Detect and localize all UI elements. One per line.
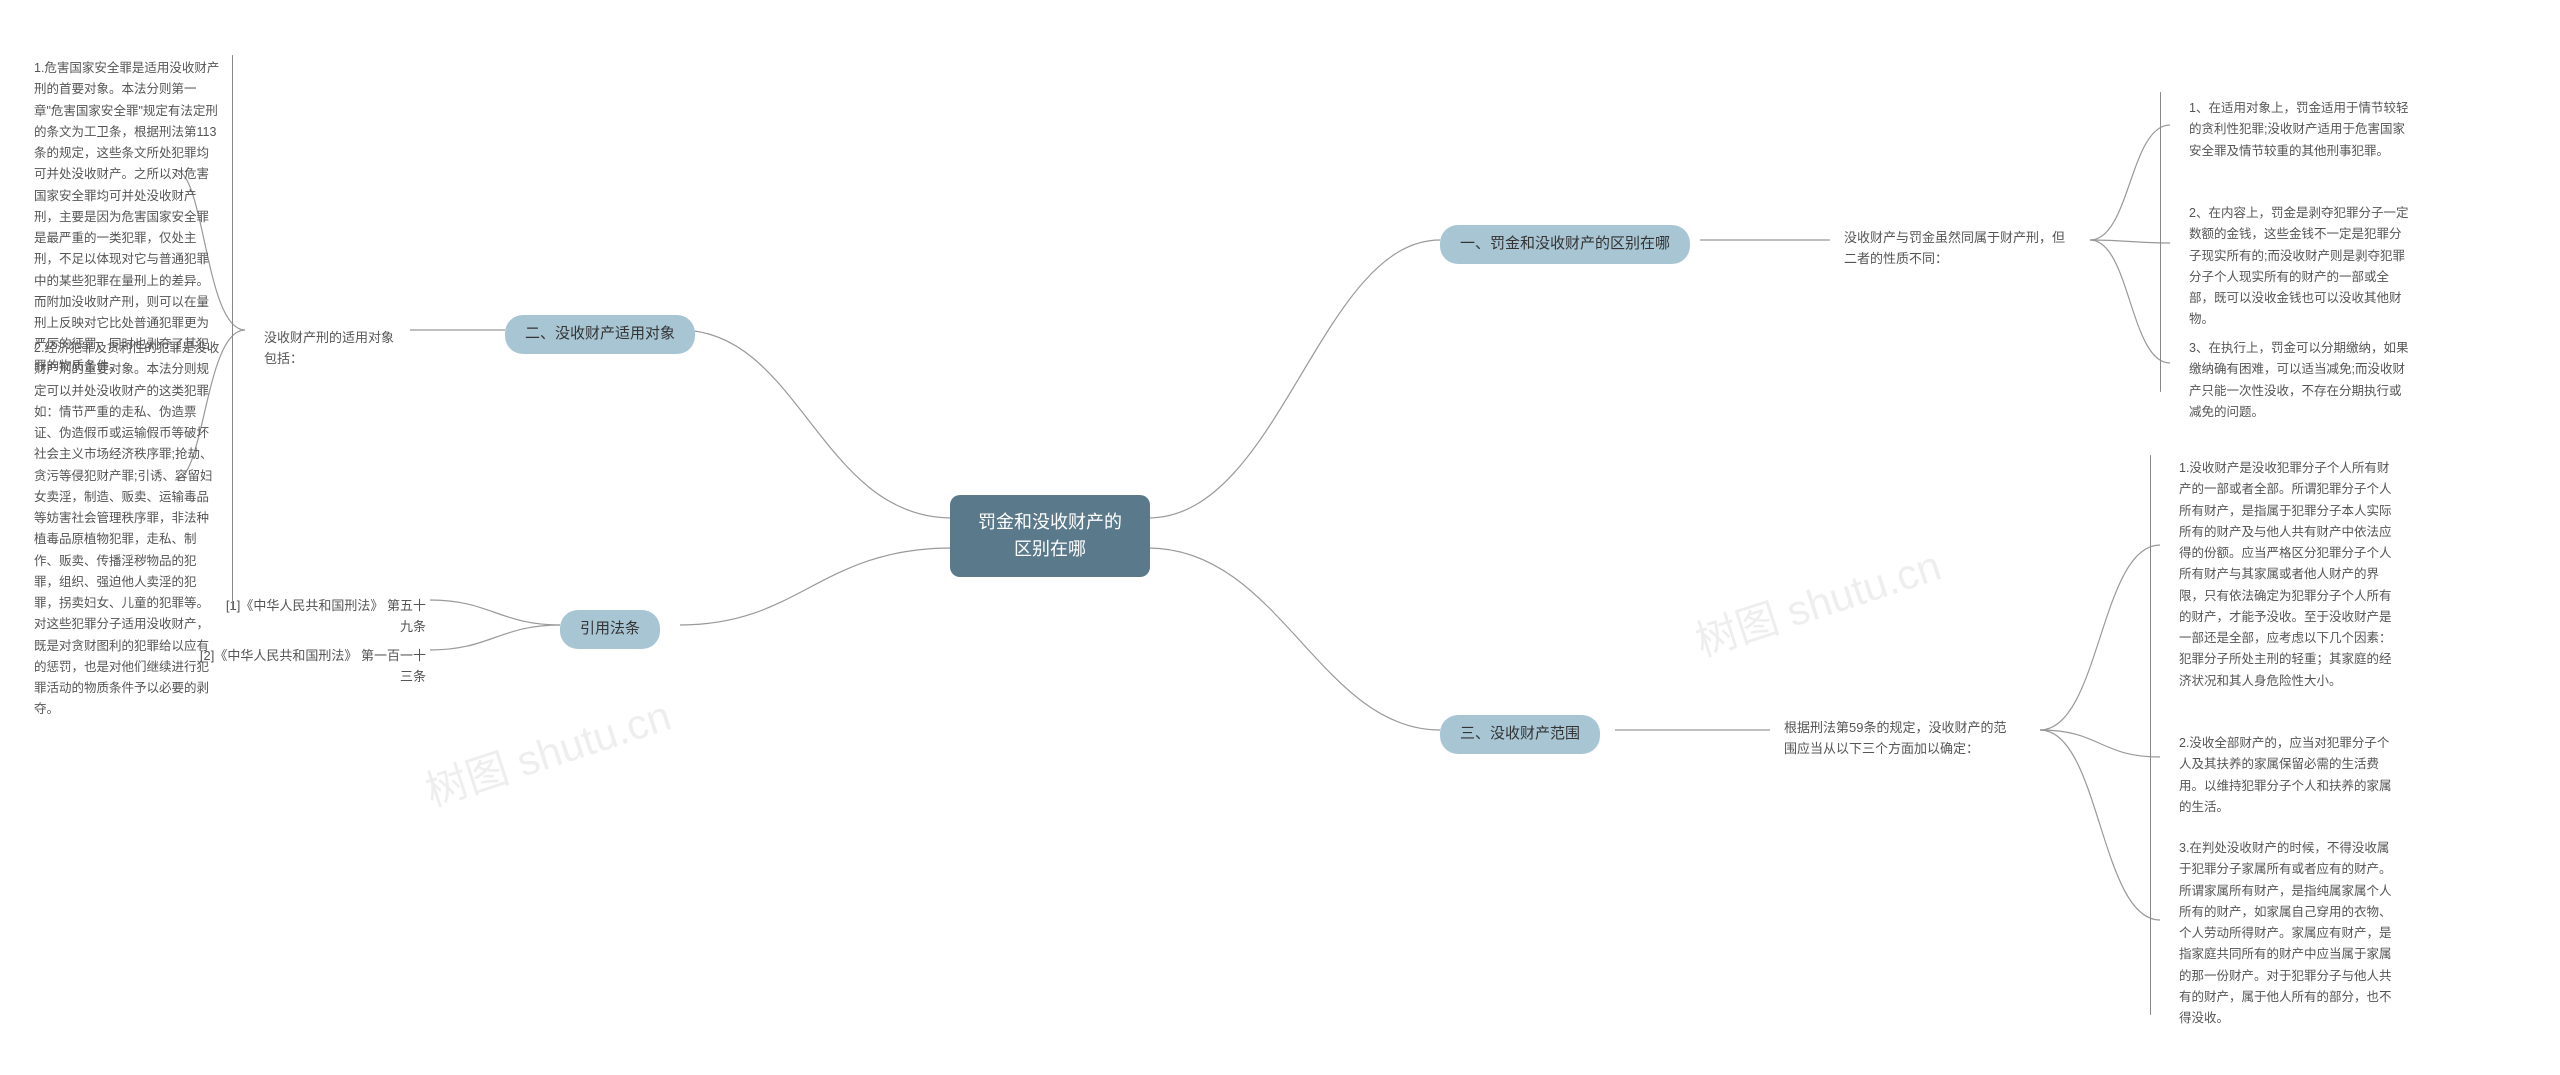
root-label: 罚金和没收财产的区别在哪 (978, 512, 1122, 559)
leaf-1c-text: 3、在执行上，罚金可以分期缴纳，如果缴纳确有困难，可以适当减免;而没收财产只能一… (2189, 341, 2408, 419)
branch-4: 引用法条 (560, 610, 660, 649)
leaf-3a-text: 1.没收财产是没收犯罪分子个人所有财产的一部或者全部。所谓犯罪分子个人所有财产，… (2179, 461, 2392, 688)
leaf-1b-text: 2、在内容上，罚金是剥夺犯罪分子一定数额的金钱，这些金钱不一定是犯罪分子现实所有… (2189, 206, 2408, 326)
leaf-3c: 3.在判处没收财产的时候，不得没收属于犯罪分子家属所有或者应有的财产。所谓家属所… (2165, 830, 2415, 1037)
leaf-3b: 2.没收全部财产的，应当对犯罪分子个人及其扶养的家属保留必需的生活费用。以维持犯… (2165, 725, 2415, 826)
sub-3-text: 根据刑法第59条的规定，没收财产的范围应当从以下三个方面加以确定： (1784, 720, 2006, 756)
sub-4a: [1]《中华人民共和国刑法》 第五十九条 (210, 588, 440, 646)
bracket-right-1 (2160, 92, 2161, 392)
sub-4b-text: [2]《中华人民共和国刑法》 第一百一十三条 (200, 648, 426, 684)
sub-4b: [2]《中华人民共和国刑法》 第一百一十三条 (185, 638, 440, 696)
sub-2: 没收财产刑的适用对象包括： (250, 320, 420, 378)
sub-4a-text: [1]《中华人民共和国刑法》 第五十九条 (226, 598, 426, 634)
leaf-2a-text: 1.危害国家安全罪是适用没收财产刑的首要对象。本法分则第一章"危害国家安全罪"规… (34, 61, 219, 373)
branch-4-label: 引用法条 (580, 620, 640, 637)
branch-2-label: 二、没收财产适用对象 (525, 325, 675, 342)
bracket-right-3 (2150, 455, 2151, 1015)
leaf-3b-text: 2.没收全部财产的，应当对犯罪分子个人及其扶养的家属保留必需的生活费用。以维持犯… (2179, 736, 2392, 814)
watermark-2: 树图 shutu.cn (1687, 532, 1948, 669)
bracket-left-2 (232, 55, 233, 610)
branch-3-label: 三、没收财产范围 (1460, 725, 1580, 742)
sub-1: 没收财产与罚金虽然同属于财产刑，但二者的性质不同： (1830, 220, 2090, 278)
branch-1: 一、罚金和没收财产的区别在哪 (1440, 225, 1690, 264)
sub-3: 根据刑法第59条的规定，没收财产的范围应当从以下三个方面加以确定： (1770, 710, 2030, 768)
leaf-3c-text: 3.在判处没收财产的时候，不得没收属于犯罪分子家属所有或者应有的财产。所谓家属所… (2179, 841, 2392, 1025)
sub-2-text: 没收财产刑的适用对象包括： (264, 330, 394, 366)
leaf-1a-text: 1、在适用对象上，罚金适用于情节较轻的贪利性犯罪;没收财产适用于危害国家安全罪及… (2189, 101, 2408, 158)
leaf-1c: 3、在执行上，罚金可以分期缴纳，如果缴纳确有困难，可以适当减免;而没收财产只能一… (2175, 330, 2425, 431)
branch-3: 三、没收财产范围 (1440, 715, 1600, 754)
root-node: 罚金和没收财产的区别在哪 (950, 495, 1150, 577)
sub-1-text: 没收财产与罚金虽然同属于财产刑，但二者的性质不同： (1844, 230, 2065, 266)
watermark-1: 树图 shutu.cn (417, 682, 678, 819)
leaf-1a: 1、在适用对象上，罚金适用于情节较轻的贪利性犯罪;没收财产适用于危害国家安全罪及… (2175, 90, 2425, 170)
branch-1-label: 一、罚金和没收财产的区别在哪 (1460, 235, 1670, 252)
leaf-3a: 1.没收财产是没收犯罪分子个人所有财产的一部或者全部。所谓犯罪分子个人所有财产，… (2165, 450, 2415, 700)
leaf-1b: 2、在内容上，罚金是剥夺犯罪分子一定数额的金钱，这些金钱不一定是犯罪分子现实所有… (2175, 195, 2425, 339)
branch-2: 二、没收财产适用对象 (505, 315, 695, 354)
